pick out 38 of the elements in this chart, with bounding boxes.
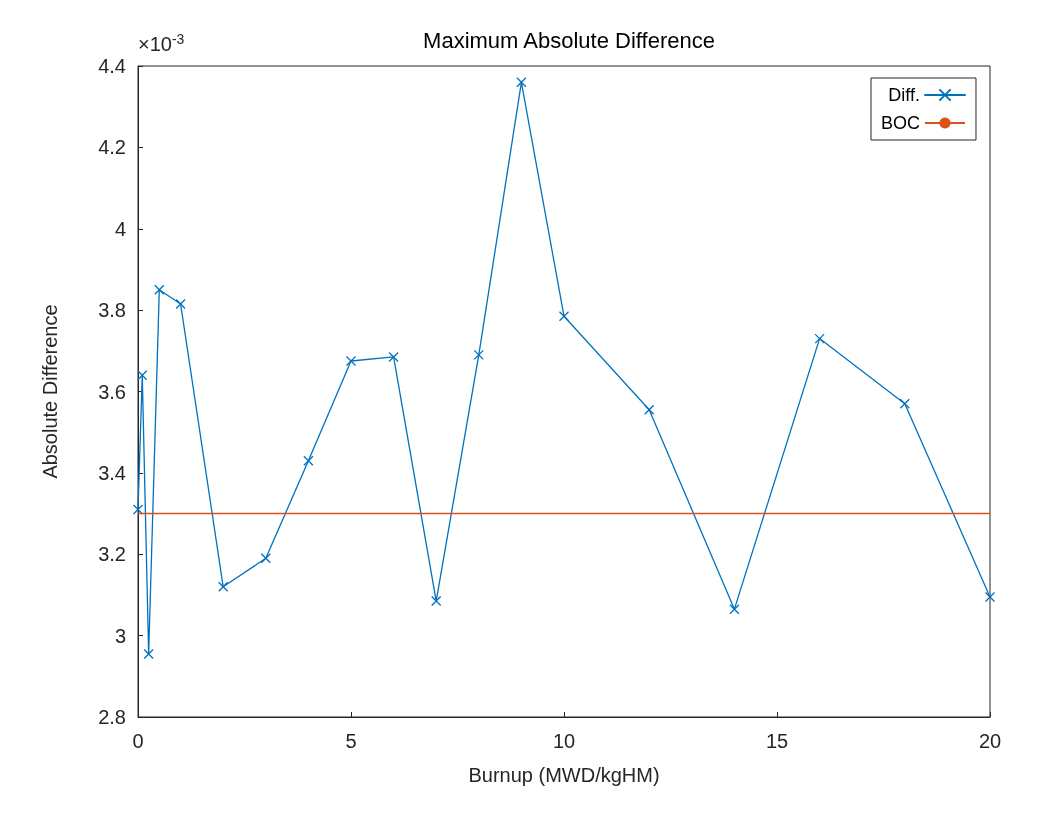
y-tick-label: 4 bbox=[114, 217, 126, 240]
chart-title: Maximum Absolute Difference bbox=[423, 27, 715, 53]
y-tick-label: 4.4 bbox=[98, 55, 126, 77]
point bbox=[984, 591, 996, 603]
legend-label: Diff. bbox=[888, 85, 920, 105]
point bbox=[729, 604, 740, 615]
point bbox=[154, 284, 165, 295]
x-tick-label: 0 bbox=[132, 730, 144, 752]
y-tick-label: 3.4 bbox=[98, 461, 126, 484]
y-tick-label: 2.8 bbox=[98, 706, 126, 728]
point bbox=[473, 349, 484, 361]
legend-label: BOC bbox=[880, 113, 920, 133]
point bbox=[303, 455, 314, 466]
point bbox=[814, 333, 825, 344]
y-tick-label: 3 bbox=[114, 624, 126, 647]
x-tick-label: 5 bbox=[345, 730, 357, 752]
point bbox=[137, 370, 148, 381]
point bbox=[516, 77, 527, 88]
y-tick-label: 3.2 bbox=[98, 543, 126, 566]
point bbox=[175, 298, 186, 310]
point bbox=[431, 595, 442, 607]
y-tick-label: 4.2 bbox=[98, 136, 126, 159]
point bbox=[899, 398, 910, 409]
x-tick-label: 20 bbox=[978, 730, 1002, 752]
y-axis-title: Absolute Difference bbox=[39, 304, 61, 479]
y-tick-label: 3.6 bbox=[98, 380, 126, 403]
point bbox=[132, 504, 144, 515]
point bbox=[260, 553, 271, 564]
point bbox=[558, 311, 570, 322]
point bbox=[345, 355, 357, 367]
x-tick-label: 15 bbox=[765, 730, 789, 752]
point bbox=[388, 351, 399, 363]
point bbox=[644, 404, 655, 415]
y-tick-label: 3.8 bbox=[98, 299, 126, 322]
x-tick-label: 10 bbox=[552, 730, 576, 752]
x-axis-title: Burnup (MWD/kgHM) bbox=[468, 764, 660, 786]
point bbox=[143, 648, 154, 660]
point bbox=[218, 581, 229, 592]
